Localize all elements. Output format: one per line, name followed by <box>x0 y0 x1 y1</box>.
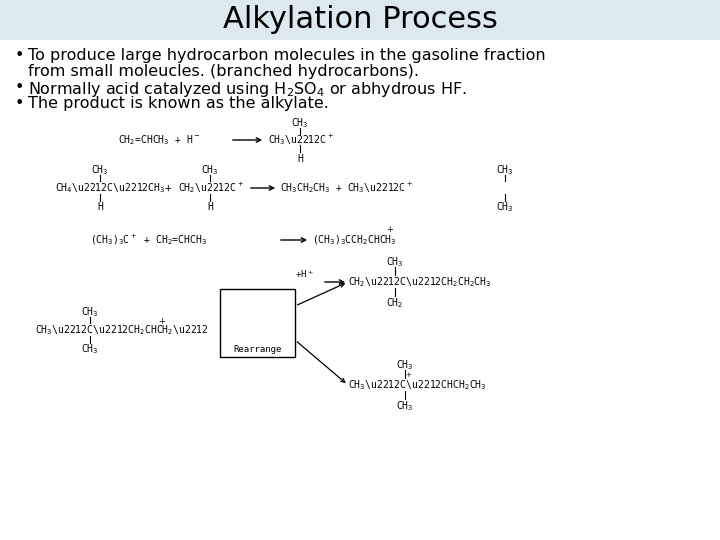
Text: +: + <box>158 318 166 327</box>
Text: CH$_3$\u2212C\u2212CHCH$_2$CH$_3$: CH$_3$\u2212C\u2212CHCH$_2$CH$_3$ <box>348 378 487 392</box>
Text: H: H <box>97 202 103 212</box>
Text: CH$_3$: CH$_3$ <box>396 358 414 372</box>
Text: (CH$_3$)$_3$CCH$_2$CHCH$_3$: (CH$_3$)$_3$CCH$_2$CHCH$_3$ <box>312 233 397 247</box>
Text: CH$_2$\u2212C$^+$: CH$_2$\u2212C$^+$ <box>178 180 244 195</box>
Text: •: • <box>15 48 24 63</box>
Text: CH$_3$: CH$_3$ <box>386 255 404 269</box>
Text: CH$_3$: CH$_3$ <box>81 305 99 319</box>
Text: CH$_3$: CH$_3$ <box>201 163 219 177</box>
Text: Rearrange: Rearrange <box>233 345 282 354</box>
Bar <box>220 289 295 357</box>
Text: The product is known as the alkylate.: The product is known as the alkylate. <box>28 96 329 111</box>
Text: CH$_3$: CH$_3$ <box>496 200 514 214</box>
Text: Alkylation Process: Alkylation Process <box>222 5 498 35</box>
Text: CH$_2$: CH$_2$ <box>387 296 404 310</box>
Text: H: H <box>207 202 213 212</box>
Text: •: • <box>15 80 24 95</box>
Text: CH$_3$: CH$_3$ <box>291 116 309 130</box>
Text: CH$_3$: CH$_3$ <box>91 163 109 177</box>
Text: CH$_3$CH$_2$CH$_3$ + CH$_3$\u2212C$^+$: CH$_3$CH$_2$CH$_3$ + CH$_3$\u2212C$^+$ <box>280 180 413 195</box>
Text: from small moleucles. (branched hydrocarbons).: from small moleucles. (branched hydrocar… <box>28 64 419 79</box>
Text: CH$_3$: CH$_3$ <box>496 163 514 177</box>
Text: CH$_2$=CHCH$_3$ + H$^-$: CH$_2$=CHCH$_3$ + H$^-$ <box>118 133 200 147</box>
Text: CH$_3$: CH$_3$ <box>396 399 414 413</box>
Text: To produce large hydrocarbon molecules in the gasoline fraction: To produce large hydrocarbon molecules i… <box>28 48 546 63</box>
Text: +H$^+$: +H$^+$ <box>295 268 314 280</box>
Text: (CH$_3$)$_3$C$^+$ + CH$_2$=CHCH$_3$: (CH$_3$)$_3$C$^+$ + CH$_2$=CHCH$_3$ <box>90 233 207 247</box>
Text: CH$_2$\u2212C\u2212CH$_2$CH$_2$CH$_3$: CH$_2$\u2212C\u2212CH$_2$CH$_2$CH$_3$ <box>348 275 491 289</box>
Text: +: + <box>165 183 171 193</box>
Text: +: + <box>405 372 411 378</box>
Text: +: + <box>387 226 393 234</box>
Text: H: H <box>297 154 303 164</box>
Text: CH$_3$\u2212C$^+$: CH$_3$\u2212C$^+$ <box>268 132 334 147</box>
Text: CH$_3$\u2212C\u2212CH$_2$CHCH$_2$\u2212: CH$_3$\u2212C\u2212CH$_2$CHCH$_2$\u2212 <box>35 323 209 337</box>
Text: Normally acid catalyzed using H$_2$SO$_4$ or abhydrous HF.: Normally acid catalyzed using H$_2$SO$_4… <box>28 80 467 99</box>
Text: •: • <box>15 96 24 111</box>
Bar <box>0 0 720 40</box>
Text: CH$_3$: CH$_3$ <box>81 342 99 356</box>
Text: CH$_4$\u2212C\u2212CH$_3$: CH$_4$\u2212C\u2212CH$_3$ <box>55 181 166 195</box>
